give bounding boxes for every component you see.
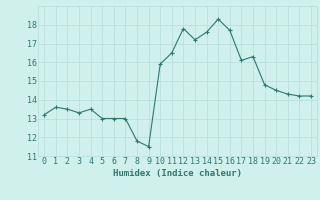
X-axis label: Humidex (Indice chaleur): Humidex (Indice chaleur) [113, 169, 242, 178]
